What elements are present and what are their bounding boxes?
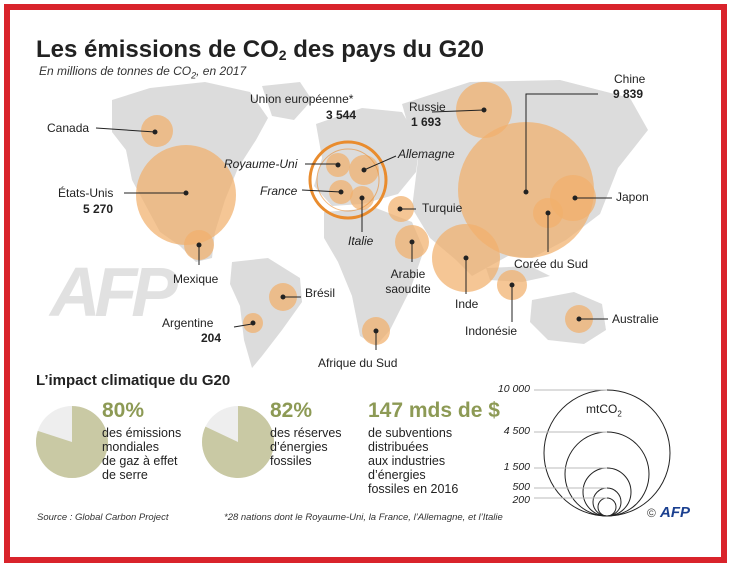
- label-australie: Australie: [612, 312, 659, 326]
- footnote: *28 nations dont le Royaume-Uni, la Fran…: [224, 512, 503, 523]
- afp-logo: AFP: [660, 504, 690, 521]
- label-canada: Canada: [47, 121, 90, 135]
- value-russie: 1 693: [411, 115, 442, 129]
- label-inde: Inde: [455, 297, 479, 311]
- stat1-desc: des émissions mondiales de gaz à effet de s…: [102, 426, 182, 482]
- label-allemagne: Allemagne: [398, 147, 455, 161]
- land-south-america: [230, 258, 302, 368]
- label-chine: Chine: [614, 72, 646, 86]
- label-arabie-2: saoudite: [385, 282, 431, 296]
- label-royaume-uni: Royaume-Uni: [224, 157, 298, 171]
- land-greenland: [262, 82, 312, 120]
- scale-circle-1500: [582, 467, 632, 517]
- copyright-symbol: ©: [647, 506, 656, 520]
- label-japon: Japon: [616, 190, 649, 204]
- scale-unit: mtCO2: [586, 402, 622, 419]
- stat2-value: 82%: [270, 399, 313, 422]
- scale-tick-500: 500: [512, 481, 530, 493]
- label-coree: Corée du Sud: [514, 257, 589, 271]
- label-argentine: Argentine: [162, 316, 214, 330]
- stat1-value: 80%: [102, 399, 145, 422]
- afp-watermark: AFP: [50, 253, 178, 331]
- label-arabie-1: Arabie: [390, 267, 426, 281]
- label-mexique: Mexique: [173, 272, 219, 286]
- scale-circle-500: [592, 487, 622, 517]
- stat2-desc: des réserves d’énergies fossiles: [270, 426, 342, 468]
- stat3-desc: de subventions distribuées aux industries d…: [368, 426, 459, 496]
- scale-circle-4500: [564, 431, 650, 517]
- pie-80: [36, 406, 108, 478]
- scale-tick-200: 200: [512, 494, 530, 506]
- page-subtitle: En millions de tonnes de CO2, en 2017: [39, 64, 247, 81]
- bubble-ue-ring: [308, 140, 388, 220]
- scale-circle-200: [597, 497, 617, 517]
- source-note: Source : Global Carbon Project: [37, 512, 169, 523]
- label-turquie: Turquie: [422, 201, 463, 215]
- label-russie: Russie: [409, 100, 446, 114]
- impact-title: L’impact climatique du G20: [36, 372, 231, 389]
- label-france: France: [260, 184, 298, 198]
- value-argentine: 204: [201, 331, 222, 345]
- red-frame: [4, 4, 727, 563]
- pie-82: [202, 406, 274, 478]
- scale-tick-10000: 10 000: [497, 383, 530, 395]
- value-ue: 3 544: [326, 108, 357, 122]
- label-bresil: Brésil: [305, 286, 336, 300]
- value-chine: 9 839: [613, 87, 644, 101]
- label-italie: Italie: [348, 234, 374, 248]
- label-usa: États-Unis: [58, 186, 114, 200]
- label-ue: Union européenne*: [250, 92, 354, 106]
- value-usa: 5 270: [83, 202, 114, 216]
- label-indonesie: Indonésie: [465, 324, 518, 338]
- page-title: Les émissions de CO2 des pays du G20: [36, 36, 484, 63]
- scale-tick-1500: 1 500: [503, 461, 530, 473]
- scale-tick-4500: 4 500: [503, 425, 530, 437]
- bubble-scale: [534, 389, 671, 517]
- stat3-value: 147 mds de $: [368, 399, 500, 422]
- leader-lines: [95, 93, 612, 350]
- label-afrique-sud: Afrique du Sud: [318, 356, 398, 370]
